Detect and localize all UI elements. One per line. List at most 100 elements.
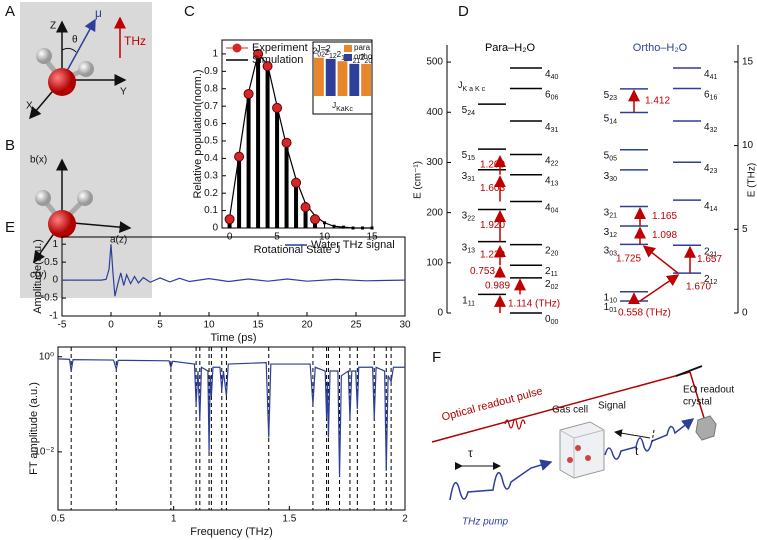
y2-tick-label: 15 bbox=[742, 57, 754, 68]
point bbox=[234, 151, 245, 162]
x-axis-label: Frequency (THz) bbox=[190, 526, 273, 538]
legend-label: Experiment bbox=[252, 42, 308, 54]
level-label-main: 4 bbox=[704, 69, 710, 80]
inset-x-label-main: J bbox=[332, 101, 336, 110]
y-tick-label: 0.8 bbox=[204, 83, 218, 94]
y-tick-label: 300 bbox=[426, 157, 443, 168]
y-tick-label: 500 bbox=[426, 57, 443, 68]
point bbox=[291, 177, 302, 188]
species-title: Ortho–H₂O bbox=[633, 42, 688, 54]
level-label-sub: 22 bbox=[467, 216, 475, 223]
level-label-main: 1 bbox=[462, 295, 468, 306]
x-tick-label: 0.5 bbox=[51, 514, 65, 525]
level-label-sub: 23 bbox=[609, 95, 617, 102]
level-label-sub: 11 bbox=[551, 272, 558, 279]
level-label-sub: 14 bbox=[710, 207, 718, 214]
legend-label: Water THz signal bbox=[311, 239, 395, 251]
level-label-main: 2 bbox=[704, 274, 710, 285]
level-label-sub: 31 bbox=[551, 127, 559, 134]
level-label: 312 bbox=[604, 227, 617, 240]
level-label: 404 bbox=[545, 202, 558, 215]
molecule-a bbox=[29, 16, 127, 120]
point bbox=[323, 221, 327, 225]
bar-label: 220 bbox=[360, 53, 372, 65]
plot-frame bbox=[61, 236, 406, 317]
transition-arrow bbox=[642, 245, 679, 274]
y-axis-label: Relative population(norm.) bbox=[192, 69, 204, 198]
level-label-sub: 16 bbox=[710, 95, 718, 102]
level-label: 322 bbox=[462, 210, 475, 223]
level-label-main: 5 bbox=[604, 150, 610, 161]
level-label-main: 5 bbox=[462, 105, 468, 116]
level-label: 212 bbox=[704, 274, 717, 287]
level-label: 202 bbox=[545, 278, 558, 291]
transition-arrow bbox=[639, 274, 680, 302]
level-label: 423 bbox=[704, 163, 717, 176]
y-tick-label: 0.2 bbox=[204, 188, 218, 199]
level-label-sub: 06 bbox=[551, 95, 559, 102]
y-tick-label: -1 bbox=[49, 311, 58, 322]
y-axis-label: FT amplitude (a.u.) bbox=[28, 382, 40, 475]
level-annotation-sub: K a K c bbox=[463, 86, 486, 93]
level-label: 303 bbox=[604, 245, 617, 258]
level-label-sub: 10 bbox=[609, 298, 617, 305]
transition-label: 1.412 bbox=[645, 95, 670, 106]
level-label: 440 bbox=[545, 69, 558, 82]
y-tick-label: 0 bbox=[437, 308, 443, 319]
point bbox=[224, 214, 235, 225]
point bbox=[253, 48, 264, 59]
level-label: 422 bbox=[545, 155, 558, 168]
point bbox=[332, 224, 336, 228]
level-label-sub: 22 bbox=[551, 161, 559, 168]
transition-label: 0.753 bbox=[470, 266, 495, 277]
axis-name: Y bbox=[120, 87, 127, 98]
point bbox=[370, 226, 374, 230]
level-label: 330 bbox=[604, 171, 617, 184]
bar-label-main: 2 bbox=[360, 53, 365, 62]
y2-axis-label: E (THz) bbox=[747, 163, 757, 197]
x-axis-label: Time (ps) bbox=[210, 332, 256, 344]
y-tick-label: 0 bbox=[52, 275, 58, 286]
axis-name: X bbox=[26, 101, 33, 112]
crystal-label: EO readout bbox=[683, 385, 734, 396]
y-tick-label: 0.9 bbox=[204, 66, 218, 77]
axis-name: Z bbox=[50, 21, 56, 32]
angle-label: θ bbox=[72, 35, 78, 46]
panel-label: A bbox=[5, 3, 15, 20]
level-label: 515 bbox=[462, 150, 475, 163]
bar-label-main: 2 bbox=[313, 47, 318, 56]
thz-label: THz bbox=[124, 34, 146, 48]
y-tick-label: 200 bbox=[426, 207, 443, 218]
bar bbox=[349, 63, 360, 96]
panel-label: D bbox=[458, 3, 469, 20]
level-label-main: 4 bbox=[704, 122, 710, 133]
y2-tick-label: 0 bbox=[742, 308, 748, 319]
stem bbox=[284, 142, 289, 228]
level-label-main: 3 bbox=[462, 242, 468, 253]
level-label-sub: 11 bbox=[468, 301, 475, 308]
level-label-sub: 40 bbox=[551, 74, 559, 81]
level-label-sub: 13 bbox=[467, 248, 475, 255]
cell-label: Gas cell bbox=[552, 405, 588, 416]
level-label-main: 3 bbox=[604, 171, 610, 182]
level-label: 313 bbox=[462, 242, 475, 255]
transition-label: 1.165 bbox=[652, 211, 677, 222]
level-label-sub: 31 bbox=[467, 176, 475, 183]
pump-label: THz pump bbox=[462, 517, 509, 528]
bar-label: 202 bbox=[313, 47, 325, 59]
level-label-sub: 13 bbox=[551, 181, 559, 188]
y-tick-label: 0.7 bbox=[204, 101, 218, 112]
level-label: 111 bbox=[462, 295, 475, 308]
level-label-main: 3 bbox=[462, 210, 468, 221]
y-axis-label: Amplitude(a.u.) bbox=[32, 239, 44, 314]
bar-label: 212 bbox=[325, 48, 337, 60]
point bbox=[272, 102, 283, 113]
series-line bbox=[62, 244, 406, 297]
legend-swatch bbox=[344, 54, 352, 61]
level-label-sub: 12 bbox=[609, 232, 617, 239]
panel-label: E bbox=[5, 219, 15, 236]
stem bbox=[294, 182, 299, 228]
level-label: 414 bbox=[704, 201, 717, 214]
level-label-sub: 23 bbox=[710, 169, 718, 176]
level-label: 221 bbox=[704, 246, 717, 259]
